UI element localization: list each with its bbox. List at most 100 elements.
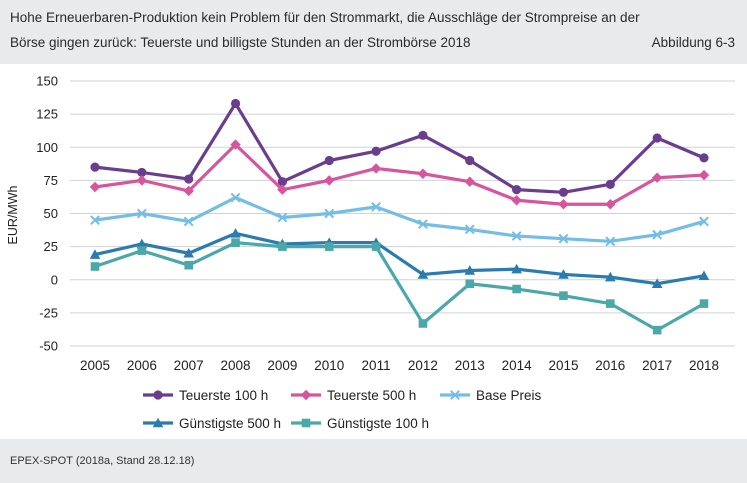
data-point [184, 174, 194, 184]
legend-label: Günstigste 100 h [327, 416, 429, 431]
data-point [512, 185, 522, 195]
legend-item: Günstigste 500 h [143, 416, 281, 431]
y-tick-label: 75 [44, 173, 58, 188]
data-point [137, 246, 147, 255]
data-point [511, 231, 522, 241]
y-tick-label: 100 [36, 140, 58, 155]
series-line [94, 142, 705, 206]
x-tick-label: 2012 [408, 358, 438, 373]
data-point [418, 319, 428, 328]
legend-marker [152, 417, 164, 428]
data-point [559, 291, 568, 300]
x-tick-label: 2017 [642, 358, 672, 373]
legend-marker [300, 389, 312, 401]
data-point [417, 168, 429, 179]
x-tick-label: 2009 [267, 358, 297, 373]
legend-label: Base Preis [476, 388, 542, 403]
data-point [512, 284, 521, 294]
data-point [90, 215, 100, 226]
legend-item: Base Preis [440, 388, 542, 403]
x-tick-label: 2005 [80, 358, 110, 373]
data-point [230, 98, 241, 109]
data-point [90, 162, 100, 172]
data-point [605, 236, 616, 247]
data-point [558, 199, 569, 210]
data-point [698, 169, 710, 181]
data-point [699, 216, 709, 227]
data-point [89, 249, 101, 259]
data-point [605, 179, 615, 189]
series-line [94, 231, 705, 286]
data-point [464, 176, 475, 187]
data-point [277, 184, 288, 195]
y-tick-label: -50 [39, 339, 58, 354]
series-lines [89, 98, 710, 335]
data-point [511, 195, 522, 206]
y-tick-labels: 150 125 100 75 50 25 0 -25 -50 [36, 74, 58, 354]
legend-marker [450, 390, 460, 400]
series-line [94, 196, 705, 243]
x-tick-label: 2008 [221, 358, 251, 373]
data-point [371, 201, 381, 212]
data-point [465, 155, 475, 166]
data-point [183, 247, 194, 258]
data-point [464, 224, 475, 235]
data-point [558, 233, 569, 244]
data-point [464, 265, 476, 275]
data-point [136, 208, 147, 219]
data-point [184, 260, 193, 270]
data-point [230, 228, 241, 238]
legend-marker [153, 390, 163, 400]
plot-panel: 150 125 100 75 50 25 0 -25 -50 2005 2006 2007 2008 2… [0, 64, 747, 439]
legend-item: Günstigste 100 h [291, 416, 429, 431]
data-point [699, 299, 709, 308]
data-point [278, 242, 287, 251]
data-point [418, 130, 428, 140]
x-tick-label: 2006 [127, 358, 157, 373]
data-point [324, 175, 335, 186]
legend-marker [301, 418, 311, 428]
y-tick-label: 150 [36, 74, 58, 89]
data-point [231, 238, 240, 247]
data-point [230, 192, 241, 203]
data-point [324, 208, 335, 219]
x-tick-labels: 2005 2006 2007 2008 2009 2010 2011 2012 2013 2014… [80, 358, 719, 373]
legend-item: Teuerste 100 h [143, 388, 268, 403]
data-point [371, 242, 381, 251]
series-line [94, 101, 705, 194]
gridlines [70, 80, 735, 347]
data-point [652, 325, 662, 335]
data-point [652, 133, 662, 143]
series-teuerste-100-h [90, 98, 709, 197]
data-point [605, 199, 616, 210]
series-base-preis [90, 192, 709, 247]
figure-label: Abbildung 6-3 [651, 35, 735, 50]
source-note: EPEX-SPOT (2018a, Stand 28.12.18) [10, 455, 195, 467]
data-point [606, 299, 615, 308]
data-point [558, 269, 569, 279]
y-tick-label: -25 [39, 305, 58, 320]
x-tick-label: 2015 [548, 358, 578, 373]
data-point [418, 219, 428, 230]
legend-label: Teuerste 100 h [179, 388, 268, 403]
data-point [370, 163, 382, 174]
data-point [277, 212, 288, 223]
x-tick-label: 2018 [689, 358, 719, 373]
legend-label: Günstigste 500 h [179, 416, 281, 431]
data-point [277, 177, 287, 187]
data-point [558, 187, 569, 197]
x-tick-label: 2007 [174, 358, 204, 373]
y-tick-label: 25 [44, 239, 58, 254]
data-point [465, 279, 475, 289]
legend-label: Teuerste 500 h [327, 388, 416, 403]
x-tick-label: 2014 [502, 358, 533, 373]
data-point [605, 271, 616, 282]
series-line [94, 241, 705, 332]
data-point [183, 185, 194, 197]
data-point [230, 139, 241, 150]
data-point [90, 262, 100, 271]
x-tick-label: 2011 [362, 358, 391, 373]
x-tick-label: 2010 [314, 358, 344, 373]
